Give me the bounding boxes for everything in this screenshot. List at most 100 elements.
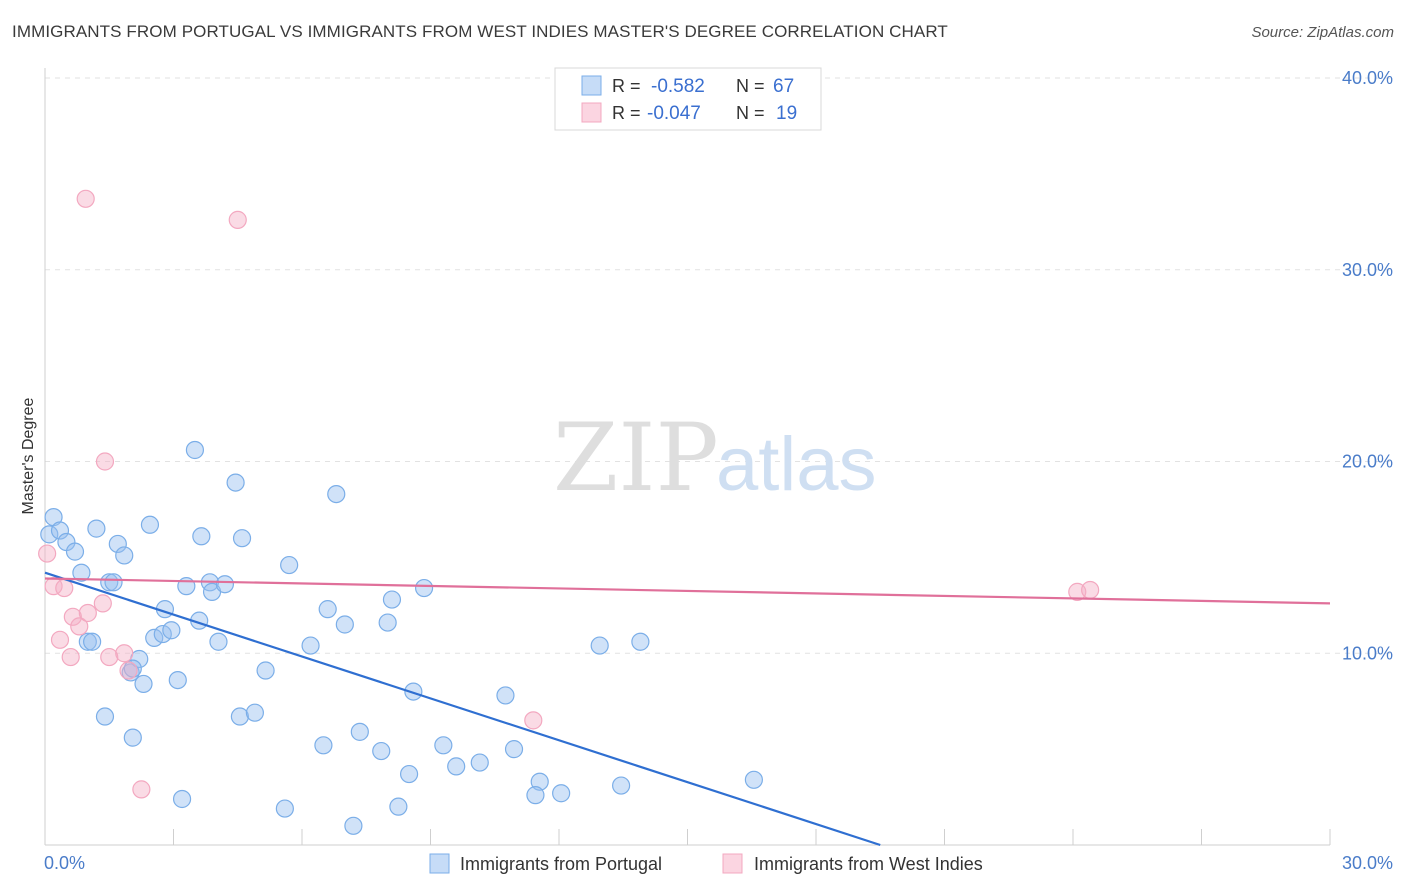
portugal-point-15 — [123, 728, 142, 747]
portugal-point-44 — [335, 615, 354, 634]
westindies-point-13 — [119, 661, 138, 680]
legend-label-portugal: Immigrants from Portugal — [460, 854, 662, 874]
portugal-point-60 — [526, 786, 545, 805]
portugal-point-4 — [65, 542, 85, 561]
portugal-point-34 — [230, 707, 249, 726]
portugal-point-26 — [185, 440, 205, 460]
portugal-point-32 — [215, 575, 234, 594]
portugal-point-20 — [153, 624, 172, 644]
portugal-point-10 — [100, 573, 119, 592]
gridlines — [44, 77, 1392, 845]
portugal-point-23 — [168, 670, 187, 690]
portugal-point-53 — [414, 578, 434, 598]
portugal-point-7 — [83, 632, 102, 651]
portugal-point-55 — [447, 757, 466, 776]
legend-label-westindies: Immigrants from West Indies — [754, 854, 983, 874]
stats-n-label-1: N = — [736, 76, 765, 96]
portugal-point-50 — [389, 797, 408, 816]
portugal-point-6 — [78, 632, 97, 651]
y-axis-title: Master's Degree — [20, 397, 37, 514]
stats-swatch-westindies — [581, 102, 602, 123]
portugal-point-63 — [612, 776, 631, 795]
chart-title: IMMIGRANTS FROM PORTUGAL VS IMMIGRANTS F… — [12, 22, 948, 41]
portugal-point-54 — [434, 736, 453, 755]
stats-r-label-2: R = — [612, 103, 641, 123]
portugal-trend-line — [44, 571, 881, 847]
westindies-trend-line — [44, 577, 1331, 605]
portugal-point-2 — [50, 521, 70, 540]
portugal-point-11 — [104, 573, 123, 592]
portugal-point-46 — [350, 722, 369, 741]
stats-n-value-1: 67 — [773, 76, 794, 97]
westindies-point-5 — [63, 607, 82, 626]
portugal-point-64 — [631, 632, 650, 651]
watermark: ZIP atlas — [553, 404, 877, 513]
westindies-point-16 — [524, 711, 543, 730]
portugal-point-49 — [382, 590, 402, 609]
portugal-point-62 — [590, 636, 609, 655]
westindies-point-4 — [61, 647, 80, 667]
y-tick-label-20: 20.0% — [1342, 452, 1393, 472]
portugal-point-59 — [530, 772, 549, 791]
portugal-point-36 — [245, 703, 264, 722]
axes — [44, 68, 1330, 846]
westindies-point-14 — [132, 780, 151, 799]
westindies-point-11 — [95, 452, 115, 471]
portugal-point-45 — [344, 816, 363, 835]
portugal-point-48 — [378, 613, 397, 632]
westindies-point-9 — [93, 594, 112, 613]
portugal-point-47 — [372, 741, 391, 761]
portugal-point-43 — [327, 484, 346, 504]
legend-swatch-portugal — [429, 853, 450, 874]
portugal-point-9 — [95, 707, 115, 726]
westindies-point-15 — [228, 210, 247, 229]
portugal-point-5 — [72, 563, 91, 582]
portugal-point-17 — [134, 674, 153, 694]
y-tick-label-10: 10.0% — [1342, 643, 1393, 663]
legend-swatch-westindies — [722, 853, 743, 874]
portugal-point-42 — [318, 600, 337, 619]
stats-r-value-1: -0.582 — [651, 76, 705, 97]
westindies-point-6 — [70, 617, 89, 636]
stats-r-label-1: R = — [612, 76, 641, 96]
stats-r-value-2: -0.047 — [647, 103, 701, 124]
x-tick-label-min: 0.0% — [44, 853, 85, 873]
portugal-point-0 — [40, 525, 59, 544]
portugal-point-33 — [226, 473, 245, 492]
portugal-point-58 — [504, 740, 524, 759]
westindies-point-10 — [100, 647, 119, 667]
portugal-point-22 — [162, 621, 181, 640]
portugal-point-40 — [301, 636, 320, 655]
stats-n-value-2: 19 — [776, 103, 797, 124]
portugal-point-35 — [232, 529, 252, 548]
portugal-point-37 — [256, 661, 275, 680]
watermark-zip: ZIP — [553, 404, 719, 513]
portugal-point-24 — [172, 789, 192, 809]
stats-swatch-portugal — [581, 75, 602, 96]
portugal-point-28 — [192, 527, 211, 546]
westindies-point-3 — [50, 630, 70, 649]
stats-legend: R = -0.582 N = 67 R = -0.047 N = 19 — [554, 67, 822, 131]
y-tick-label-30: 30.0% — [1342, 260, 1393, 280]
portugal-point-51 — [399, 764, 419, 784]
y-tick-label-40: 40.0% — [1342, 68, 1393, 88]
westindies-point-8 — [78, 603, 97, 623]
portugal-point-41 — [314, 736, 333, 755]
x-tick-label-max: 30.0% — [1342, 853, 1393, 873]
portugal-point-12 — [108, 534, 127, 554]
portugal-point-52 — [404, 682, 423, 701]
stats-n-label-2: N = — [736, 103, 765, 123]
portugal-point-31 — [209, 632, 228, 651]
westindies-point-18 — [1081, 580, 1100, 600]
series-legend: Immigrants from Portugal Immigrants from… — [429, 853, 983, 874]
source-label: Source: ZipAtlas.com — [1251, 24, 1394, 41]
watermark-atlas: atlas — [716, 422, 877, 507]
portugal-point-8 — [87, 519, 106, 538]
westindies-point-2 — [55, 578, 74, 598]
portugal-point-56 — [470, 753, 489, 772]
westindies-point-0 — [38, 544, 57, 563]
portugal-point-39 — [280, 555, 299, 575]
portugal-point-38 — [275, 799, 294, 818]
portugal-point-65 — [744, 770, 763, 789]
